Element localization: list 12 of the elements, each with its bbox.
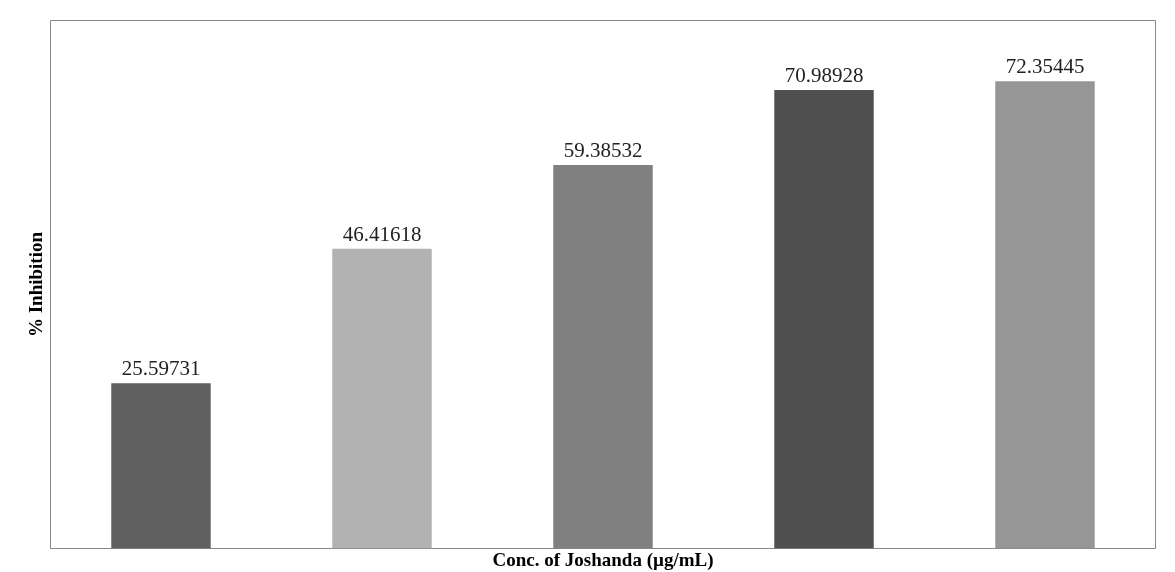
data-label: 72.35445 (1005, 54, 1085, 79)
data-label: 25.59731 (121, 356, 201, 381)
data-label: 59.38532 (563, 138, 643, 162)
bar (111, 383, 211, 549)
bar (553, 165, 653, 549)
x-axis-title: Conc. of Joshanda (µg/mL) (492, 548, 714, 571)
data-label: 70.98928 (784, 63, 864, 88)
data-label: 46.41618 (342, 221, 422, 246)
bar (995, 81, 1095, 549)
y-axis-title: % Inhibition (24, 231, 46, 338)
bar (774, 90, 874, 549)
bar (332, 248, 432, 549)
